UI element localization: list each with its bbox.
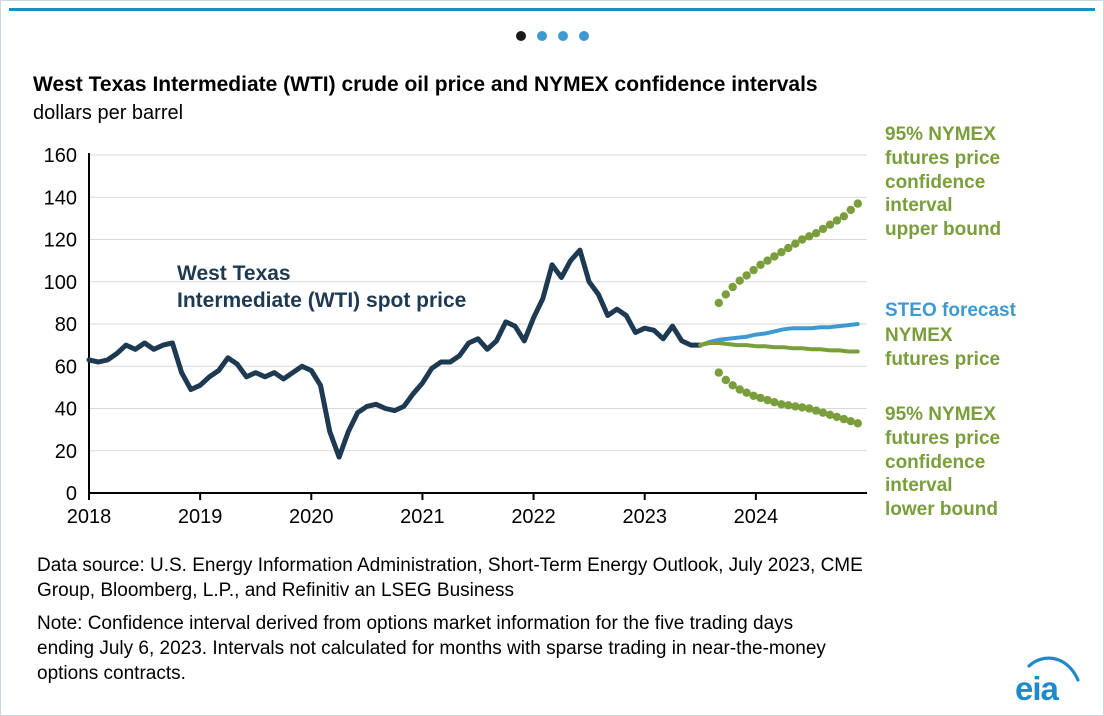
y-axis: 0 20 40 60 80 100 120 140 160 (44, 145, 867, 505)
series-steo-forecast (698, 322, 860, 348)
note-text: Note: Confidence interval derived from o… (37, 613, 826, 685)
chart-canvas: 0 20 40 60 80 100 120 140 160 2018 2019 2020 2021 202… (44, 145, 867, 528)
svg-text:0: 0 (66, 483, 77, 505)
svg-text:2021: 2021 (400, 506, 445, 528)
svg-text:160: 160 (44, 145, 77, 167)
svg-text:2022: 2022 (511, 506, 556, 528)
svg-text:20: 20 (55, 441, 77, 463)
svg-text:2020: 2020 (289, 506, 334, 528)
eia-swoosh-icon (1027, 656, 1080, 682)
carousel-dots (1, 31, 1103, 41)
eia-logo-text: eia (1015, 670, 1060, 707)
svg-text:40: 40 (55, 399, 77, 421)
svg-text:80: 80 (55, 314, 77, 336)
chart-area: 0 20 40 60 80 100 120 140 160 2018 2019 2020 2021 202… (1, 121, 1103, 546)
page-title: West Texas Intermediate (WTI) crude oil … (33, 73, 818, 96)
x-axis: 2018 2019 2020 2021 2022 2023 2024 (67, 493, 778, 528)
annotation-steo-forecast: STEO forecast (885, 300, 1016, 321)
svg-text:2023: 2023 (622, 506, 667, 528)
carousel-dot-3[interactable] (557, 31, 568, 41)
axes (88, 153, 867, 494)
series-nymex-futures-price (698, 341, 860, 354)
svg-text:100: 100 (44, 272, 77, 294)
svg-text:2019: 2019 (178, 506, 223, 528)
svg-text:140: 140 (44, 187, 77, 209)
carousel-dot-1[interactable] (515, 31, 526, 41)
annotation-nymex-futures: NYMEX futures price (885, 325, 1001, 370)
svg-text:2024: 2024 (734, 506, 779, 528)
series-west-texas-intermediate-wti-spot-price (86, 247, 703, 460)
data-source-text: Data source: U.S. Energy Information Adm… (37, 555, 863, 602)
annotation-lower-bound: 95% NYMEX futures price confidence inter… (885, 404, 1001, 520)
carousel-dot-4[interactable] (578, 31, 589, 41)
eia-logo: eia (1013, 653, 1083, 707)
top-accent-rule (9, 8, 1095, 11)
eia-logo-graphic: eia (1015, 656, 1080, 707)
svg-text:60: 60 (55, 356, 77, 378)
annotation-wti-spot-price: West Texas Intermediate (WTI) spot price (177, 262, 467, 312)
series-95-nymex-futures-price-confidence-interval-upper-bound (714, 199, 862, 308)
units-label: dollars per barrel (33, 102, 184, 124)
series-95-nymex-futures-price-confidence-interval-lower-bound (714, 368, 862, 428)
carousel-dot-2[interactable] (536, 31, 547, 41)
annotation-upper-bound: 95% NYMEX futures price confidence inter… (885, 124, 1002, 240)
svg-text:2018: 2018 (67, 506, 112, 528)
footer: Data source: U.S. Energy Information Adm… (37, 553, 1047, 686)
svg-text:120: 120 (44, 230, 77, 252)
